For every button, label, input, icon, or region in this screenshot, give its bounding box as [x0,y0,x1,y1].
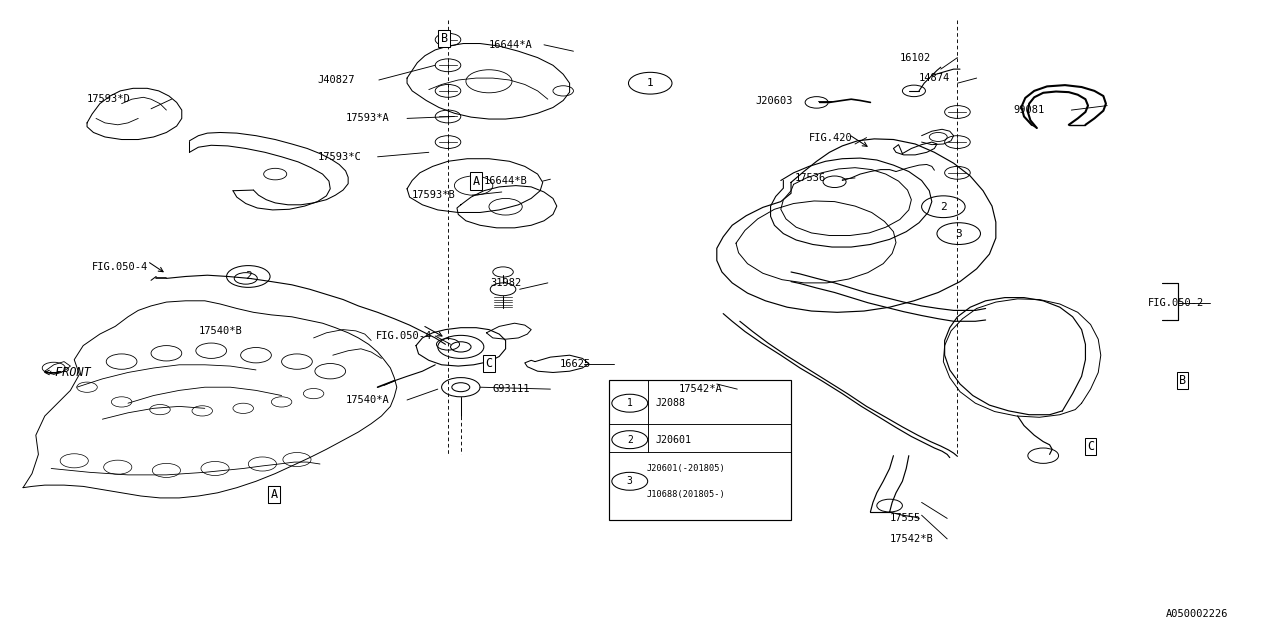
Text: 17593*A: 17593*A [346,113,389,124]
Text: J40827: J40827 [317,75,355,85]
Text: FIG.050-2: FIG.050-2 [1148,298,1204,308]
Text: 99081: 99081 [1014,105,1044,115]
Text: C: C [1087,440,1094,453]
Text: J2088: J2088 [655,398,685,408]
Text: G93111: G93111 [493,384,530,394]
Text: 17593*D: 17593*D [87,94,131,104]
Bar [609,380,791,520]
Text: 14874: 14874 [919,73,950,83]
Text: 1: 1 [627,398,632,408]
Text: A050002226: A050002226 [1166,609,1229,620]
Text: 16625: 16625 [559,358,590,369]
Text: FIG.420: FIG.420 [809,132,852,143]
Text: 16644*B: 16644*B [484,176,527,186]
Text: J20601(-201805): J20601(-201805) [646,464,726,473]
Text: 17540*A: 17540*A [346,395,389,405]
Text: A: A [270,488,278,501]
Text: B: B [1179,374,1187,387]
Text: 17540*B: 17540*B [198,326,242,336]
Text: 17593*C: 17593*C [317,152,361,162]
Text: 2: 2 [940,202,947,212]
Text: 3: 3 [955,228,963,239]
Text: 17542*A: 17542*A [678,384,722,394]
Text: 17542*B: 17542*B [890,534,933,544]
Text: 16102: 16102 [900,52,931,63]
Text: A: A [472,175,480,188]
Text: 17536: 17536 [795,173,826,183]
Text: 2: 2 [627,435,632,445]
Text: 2: 2 [244,271,252,282]
Text: 16644*A: 16644*A [489,40,532,50]
Text: 17593*B: 17593*B [412,190,456,200]
Text: 3: 3 [627,476,632,486]
Text: ←FRONT: ←FRONT [49,366,91,379]
Text: 31982: 31982 [490,278,521,288]
Text: J20603: J20603 [755,96,792,106]
Text: J20601: J20601 [655,435,691,445]
Text: J10688(201805-): J10688(201805-) [646,490,726,499]
Text: FIG.050-4: FIG.050-4 [376,331,433,341]
Text: 1: 1 [646,78,654,88]
Text: 17555: 17555 [890,513,920,524]
Text: C: C [485,357,493,370]
Text: B: B [440,32,448,45]
Text: A: A [270,488,278,501]
Text: FIG.050-4: FIG.050-4 [92,262,148,272]
